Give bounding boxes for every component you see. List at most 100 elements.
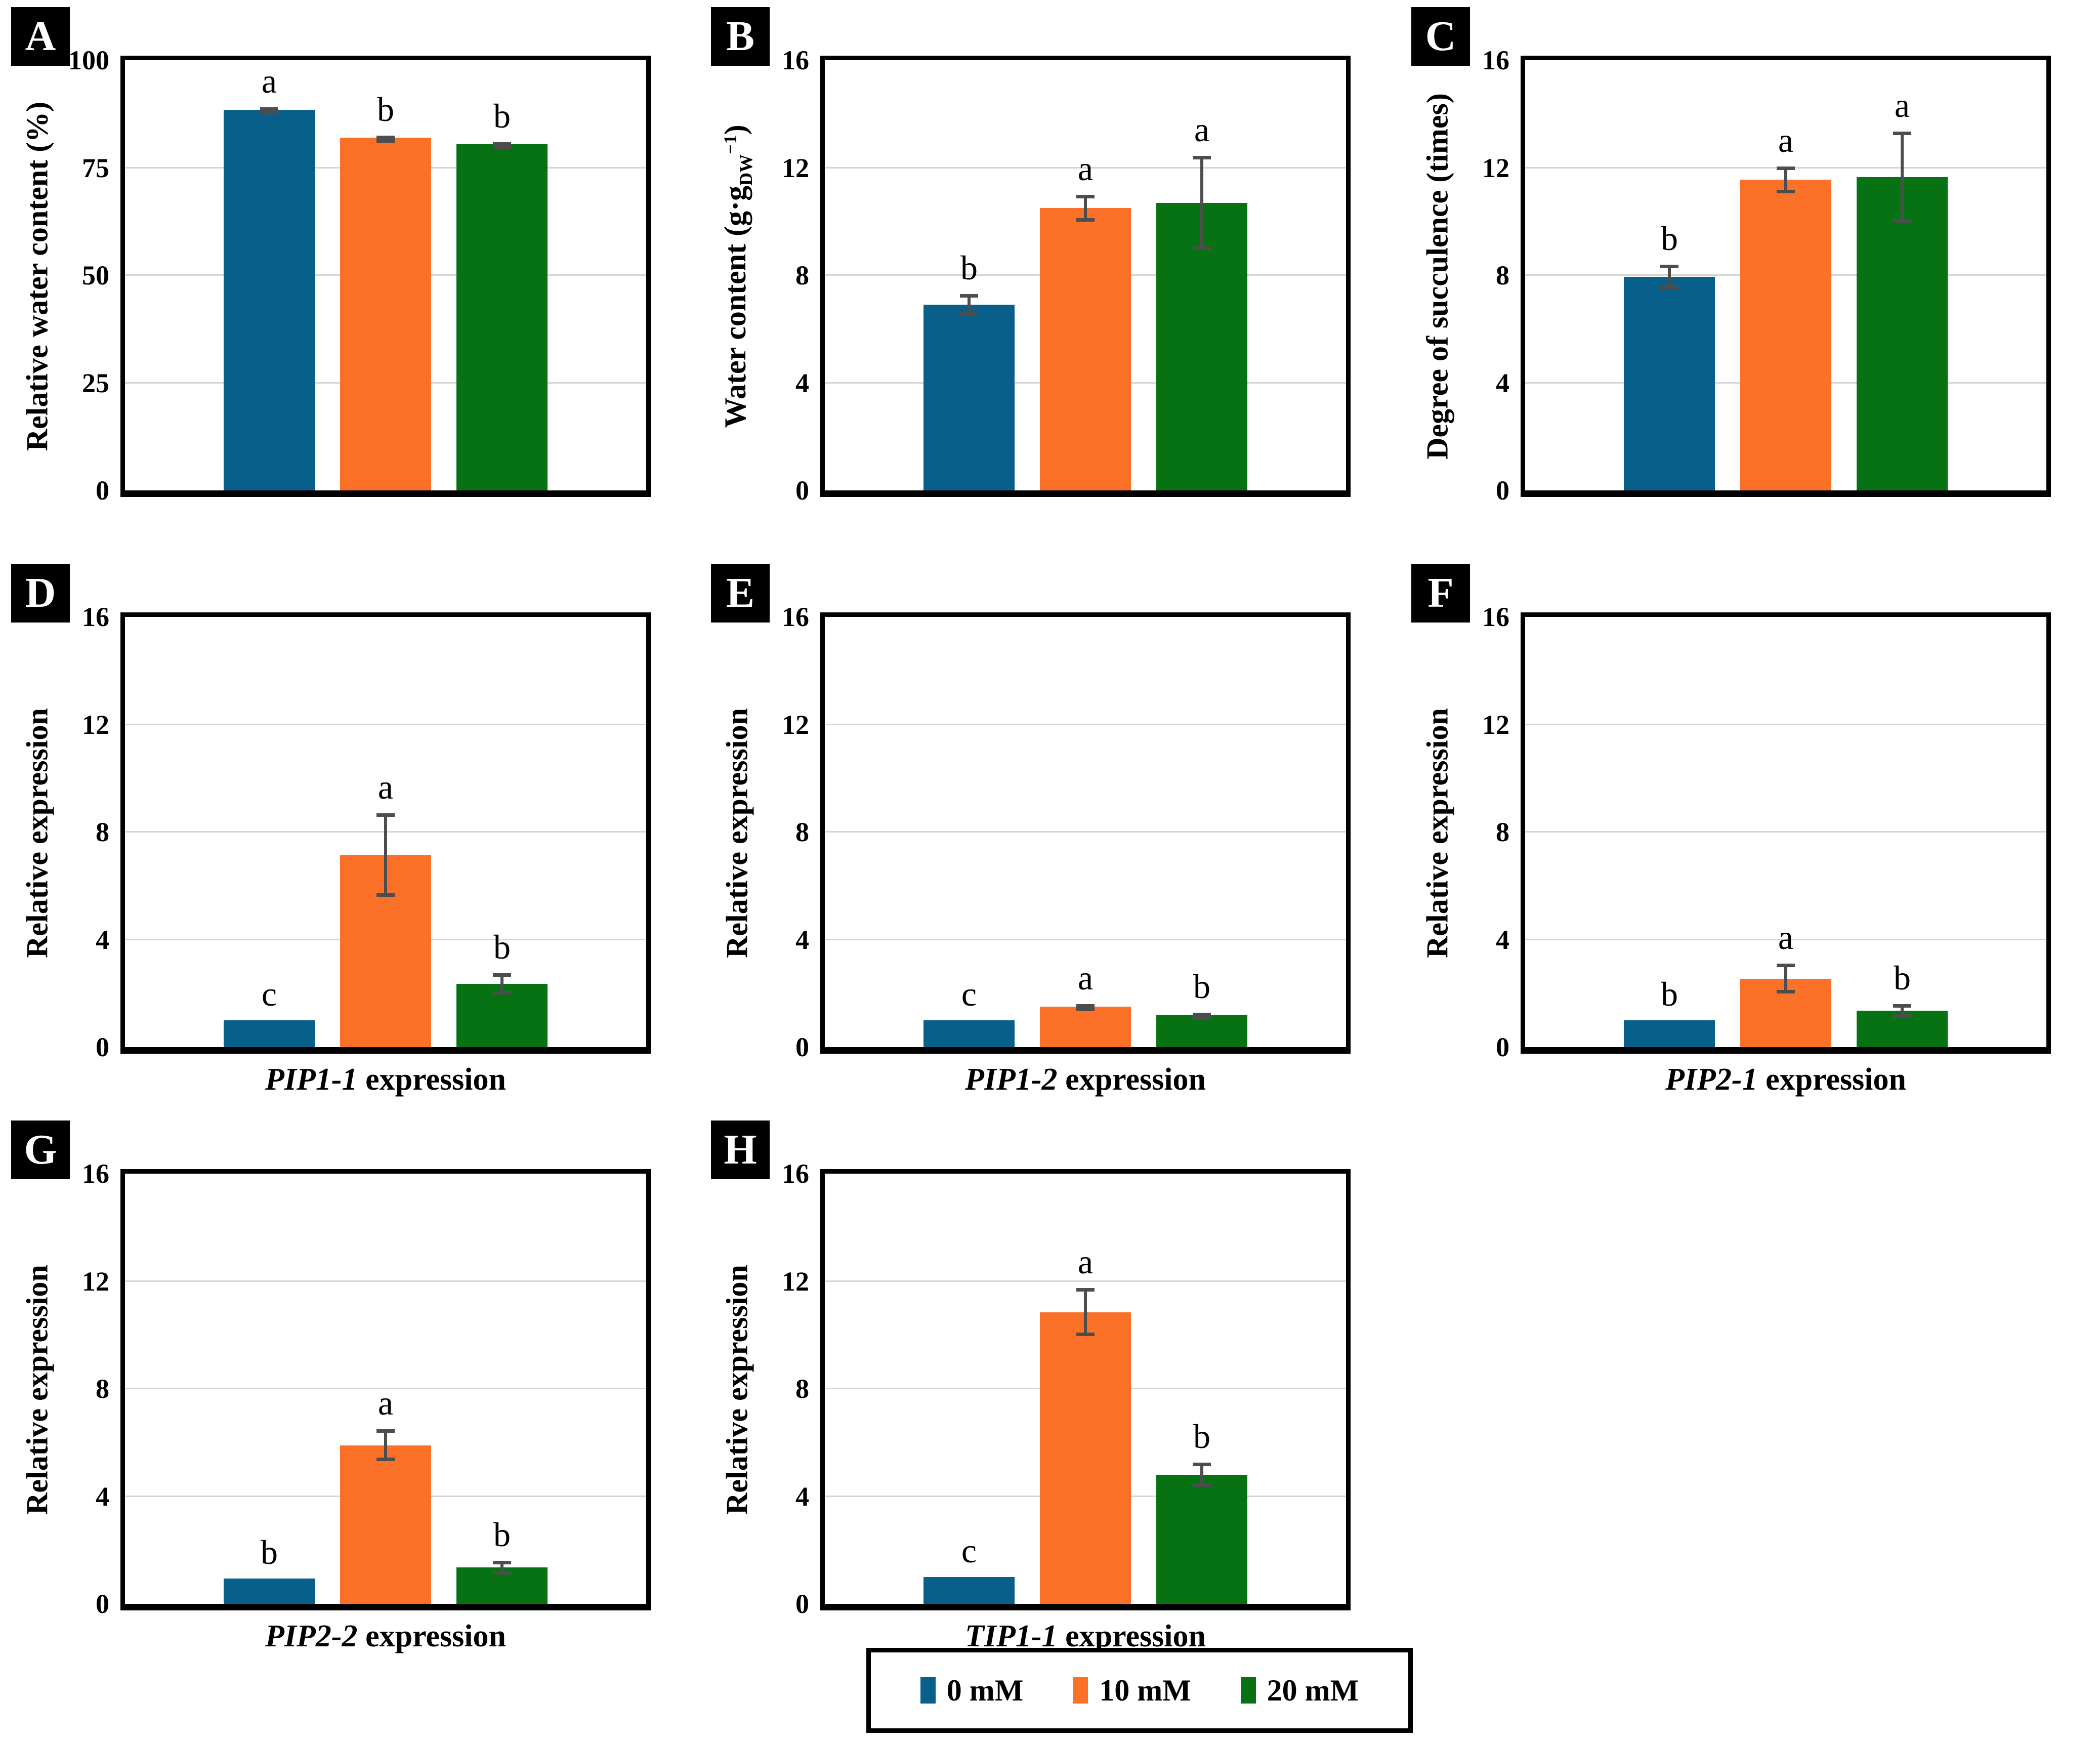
significance-letter: b xyxy=(261,1532,278,1571)
significance-letter: b xyxy=(1661,219,1678,258)
plot-area: b a a xyxy=(1521,56,2051,497)
y-tick-label: 12 xyxy=(82,1266,109,1297)
y-tick-label: 12 xyxy=(1482,152,1509,183)
error-bar-cap-top xyxy=(1193,1463,1211,1467)
error-bar-cap-bottom xyxy=(493,991,511,995)
error-bar xyxy=(960,294,978,316)
y-tick-label: 16 xyxy=(1482,45,1509,75)
error-bar-stem xyxy=(1784,170,1787,190)
error-bar-cap-bottom xyxy=(376,139,395,143)
y-tick-label: 100 xyxy=(68,45,109,75)
y-axis-ticks: 0 25 50 75 100 xyxy=(61,47,120,504)
y-tick-label: 8 xyxy=(1496,817,1509,847)
error-bar-cap-bottom xyxy=(493,145,511,149)
gridline-y-12 xyxy=(825,723,1346,725)
error-bar-cap-top xyxy=(376,1429,395,1433)
x-axis-label-rest: expression xyxy=(1057,1062,1206,1097)
bar-0mM: b xyxy=(923,251,1015,490)
legend-label: 10 mM xyxy=(1099,1674,1191,1707)
y-tick-label: 12 xyxy=(782,152,809,183)
x-axis-label: PIP1-1 expression xyxy=(120,1062,651,1098)
bar-group: c a b xyxy=(825,1174,1346,1604)
significance-letter: b xyxy=(493,927,511,966)
significance-letter: a xyxy=(377,767,394,806)
legend-swatch-icon xyxy=(1240,1677,1256,1704)
y-axis-title: Relative expression xyxy=(1414,612,1461,1054)
error-bar-stem xyxy=(500,976,503,991)
y-axis-ticks: 0 4 8 12 16 xyxy=(761,603,820,1061)
error-bar-cap-top xyxy=(1777,964,1795,968)
y-tick-label: 0 xyxy=(96,475,109,506)
chart: Degree of succulence (times) 0 4 8 12 16 b a a xyxy=(1414,47,2100,504)
significance-letter: c xyxy=(961,974,977,1013)
significance-letter: c xyxy=(961,1531,977,1570)
error-bar-cap-top xyxy=(1076,1004,1095,1008)
error-bar-cap-top xyxy=(1893,1004,1911,1008)
error-bar-cap-top xyxy=(376,813,395,817)
y-tick-label: 0 xyxy=(795,1589,809,1619)
y-axis-title-text: Degree of succulence (times) xyxy=(1420,93,1454,460)
error-bar-cap-top xyxy=(1893,131,1911,135)
y-axis-title-text: Relative water content (%) xyxy=(20,101,54,451)
error-bar xyxy=(1076,1004,1095,1011)
significance-letter: b xyxy=(377,90,394,129)
panel-H: H Relative expression 0 4 8 12 16 c a b TIP1-1… xyxy=(700,1113,1400,1653)
y-axis-title-text: Relative expression xyxy=(720,1265,754,1515)
y-tick-label: 16 xyxy=(1482,602,1509,632)
gridline-y-8 xyxy=(125,1388,646,1389)
chart: Relative water content (%) 0 25 50 75 100 a b… xyxy=(14,47,700,504)
error-bar-cap-top xyxy=(493,142,511,146)
panel-D: D Relative expression 0 4 8 12 16 c a b PIP1-1… xyxy=(0,557,700,1113)
error-bar xyxy=(1076,194,1095,222)
panel-F: F Relative expression 0 4 8 12 16 b a b PIP2-1… xyxy=(1400,557,2100,1113)
error-bar-cap-top xyxy=(1193,1013,1211,1016)
x-axis-label-rest: expression xyxy=(1057,1619,1206,1653)
gridline-y-12 xyxy=(825,167,1346,169)
significance-letter: c xyxy=(261,974,277,1013)
error-bar-cap-bottom xyxy=(1193,1483,1211,1487)
y-axis-title-text: Relative expression xyxy=(20,1265,54,1515)
legend-box: 0 mM 10 mM 20 mM xyxy=(866,1648,1413,1733)
x-axis-gene-name: PIP1-2 xyxy=(965,1062,1058,1097)
bar-10mM: a xyxy=(1040,151,1131,490)
y-tick-label: 75 xyxy=(82,152,109,183)
significance-letter: a xyxy=(377,1383,394,1422)
chart: Relative expression 0 4 8 12 16 c a b PIP1-1 e… xyxy=(14,603,700,1098)
gridline-y-8 xyxy=(1525,831,2046,833)
panel-label-F: F xyxy=(1411,564,1470,623)
y-axis-title: Degree of succulence (times) xyxy=(1414,56,1461,497)
legend-item-0mM: 0 mM xyxy=(920,1675,1023,1706)
error-bar xyxy=(1193,1463,1211,1487)
error-bar-cap-top xyxy=(960,294,978,298)
y-tick-label: 0 xyxy=(96,1032,109,1062)
error-bar-cap-bottom xyxy=(1777,989,1795,993)
bar-10mM: a xyxy=(1740,123,1831,490)
y-axis-ticks: 0 4 8 12 16 xyxy=(1461,603,1521,1061)
panel-label-H: H xyxy=(711,1121,770,1179)
significance-letter: a xyxy=(1194,110,1210,149)
y-axis-title-part: −1 xyxy=(720,135,741,154)
y-axis-title-text: Relative expression xyxy=(720,708,754,958)
panel-B: B Water content (g·gDW−1) 0 4 8 12 16 b a a xyxy=(700,0,1400,557)
error-bar xyxy=(1777,166,1795,193)
y-tick-label: 25 xyxy=(82,367,109,398)
panel-label-B: B xyxy=(711,7,770,66)
y-axis-title-part: DW xyxy=(735,154,756,186)
y-tick-label: 8 xyxy=(1496,260,1509,291)
legend-item-20mM: 20 mM xyxy=(1240,1675,1359,1706)
gridline-y-4 xyxy=(825,938,1346,940)
significance-letter: b xyxy=(1894,959,1911,997)
significance-letter: b xyxy=(1661,974,1678,1013)
error-bar-stem xyxy=(1901,135,1904,220)
y-tick-label: 4 xyxy=(96,1481,109,1512)
error-bar xyxy=(260,107,278,114)
x-axis-gene-name: PIP2-2 xyxy=(265,1619,358,1653)
x-axis-label: TIP1-1 expression xyxy=(820,1619,1351,1654)
bar-0mM: c xyxy=(224,977,315,1047)
significance-letter: b xyxy=(1193,1417,1210,1456)
y-axis-title-text: Relative expression xyxy=(20,708,54,958)
